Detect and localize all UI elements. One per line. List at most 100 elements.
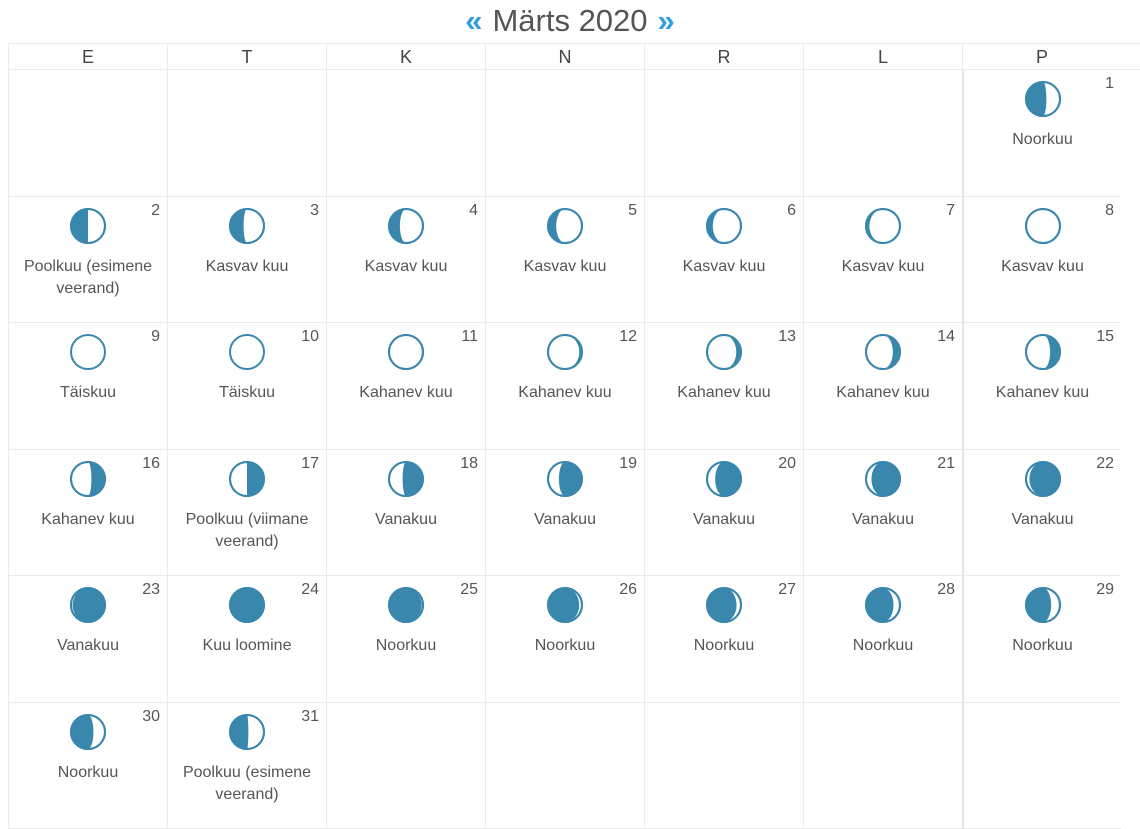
day-cell[interactable]: 19 Vanakuu — [485, 450, 644, 577]
day-number: 30 — [142, 708, 160, 726]
day-number: 11 — [461, 328, 478, 346]
moon-phase-icon — [1024, 586, 1062, 624]
day-cell[interactable]: 26 Noorkuu — [485, 576, 644, 703]
day-cell[interactable]: 3 Kasvav kuu — [167, 197, 326, 324]
moon-phase-label: Poolkuu (esimene veerand) — [15, 256, 161, 300]
moon-phase-label: Vanakuu — [333, 509, 479, 531]
day-number: 17 — [301, 455, 319, 473]
day-number: 31 — [301, 708, 319, 726]
day-number: 20 — [778, 455, 796, 473]
day-number: 29 — [1096, 581, 1114, 599]
day-number: 21 — [937, 455, 955, 473]
moon-phase-label: Kasvav kuu — [492, 256, 638, 278]
moon-phase-label: Noorkuu — [810, 635, 956, 657]
moon-phase-icon — [387, 460, 425, 498]
moon-phase-icon — [228, 713, 266, 751]
moon-phase-icon — [1024, 207, 1062, 245]
day-cell[interactable]: 12 Kahanev kuu — [485, 323, 644, 450]
moon-phase-icon — [228, 333, 266, 371]
moon-phase-icon — [69, 333, 107, 371]
empty-day-cell — [485, 70, 644, 197]
moon-phase-label: Noorkuu — [651, 635, 797, 657]
month-header: «Märts 2020» — [0, 2, 1140, 40]
empty-day-cell — [326, 70, 485, 197]
day-cell[interactable]: 11 Kahanev kuu — [326, 323, 485, 450]
day-number: 15 — [1096, 328, 1114, 346]
day-number: 19 — [619, 455, 637, 473]
day-number: 23 — [142, 581, 160, 599]
day-cell[interactable]: 21 Vanakuu — [803, 450, 962, 577]
moon-phase-icon — [1024, 460, 1062, 498]
moon-phase-icon — [546, 207, 584, 245]
moon-phase-label: Vanakuu — [15, 635, 161, 657]
moon-phase-icon — [69, 460, 107, 498]
moon-phase-label: Poolkuu (viimane veerand) — [174, 509, 320, 553]
weekday-header: L — [803, 43, 962, 70]
moon-phase-label: Kahanev kuu — [492, 382, 638, 404]
weekday-header: E — [8, 43, 167, 70]
day-number: 4 — [469, 202, 478, 220]
moon-phase-label: Vanakuu — [492, 509, 638, 531]
day-number: 27 — [778, 581, 796, 599]
moon-phase-icon — [1024, 333, 1062, 371]
moon-phase-icon — [705, 460, 743, 498]
day-cell[interactable]: 29 Noorkuu — [962, 576, 1121, 703]
moon-phase-label: Vanakuu — [810, 509, 956, 531]
day-cell[interactable]: 23 Vanakuu — [8, 576, 167, 703]
prev-month-button[interactable]: « — [455, 3, 492, 38]
empty-day-cell — [485, 703, 644, 829]
day-cell[interactable]: 24 Kuu loomine — [167, 576, 326, 703]
moon-phase-label: Noorkuu — [970, 635, 1115, 657]
moon-phase-icon — [546, 460, 584, 498]
day-number: 3 — [310, 202, 319, 220]
day-number: 5 — [628, 202, 637, 220]
day-number: 8 — [1105, 202, 1114, 220]
empty-day-cell — [167, 70, 326, 197]
day-number: 1 — [1105, 75, 1114, 93]
moon-phase-label: Kasvav kuu — [174, 256, 320, 278]
weekday-header: K — [326, 43, 485, 70]
moon-phase-label: Noorkuu — [492, 635, 638, 657]
moon-phase-icon — [864, 333, 902, 371]
moon-phase-icon — [387, 333, 425, 371]
empty-day-cell — [8, 70, 167, 197]
day-number: 12 — [619, 328, 637, 346]
day-cell[interactable]: 8 Kasvav kuu — [962, 197, 1121, 324]
moon-phase-icon — [864, 207, 902, 245]
moon-phase-label: Kuu loomine — [174, 635, 320, 657]
moon-phase-label: Kasvav kuu — [970, 256, 1115, 278]
moon-phase-label: Kasvav kuu — [651, 256, 797, 278]
empty-day-cell — [644, 70, 803, 197]
day-cell[interactable]: 5 Kasvav kuu — [485, 197, 644, 324]
day-number: 24 — [301, 581, 319, 599]
weekday-header: P — [962, 43, 1121, 70]
weekday-header: R — [644, 43, 803, 70]
day-number: 26 — [619, 581, 637, 599]
moon-phase-label: Kahanev kuu — [333, 382, 479, 404]
moon-phase-icon — [705, 207, 743, 245]
empty-day-cell — [644, 703, 803, 829]
day-number: 7 — [946, 202, 955, 220]
day-cell[interactable]: 17 Poolkuu (viimane veerand) — [167, 450, 326, 577]
day-number: 14 — [937, 328, 955, 346]
day-cell[interactable]: 27 Noorkuu — [644, 576, 803, 703]
next-month-button[interactable]: » — [648, 3, 685, 38]
